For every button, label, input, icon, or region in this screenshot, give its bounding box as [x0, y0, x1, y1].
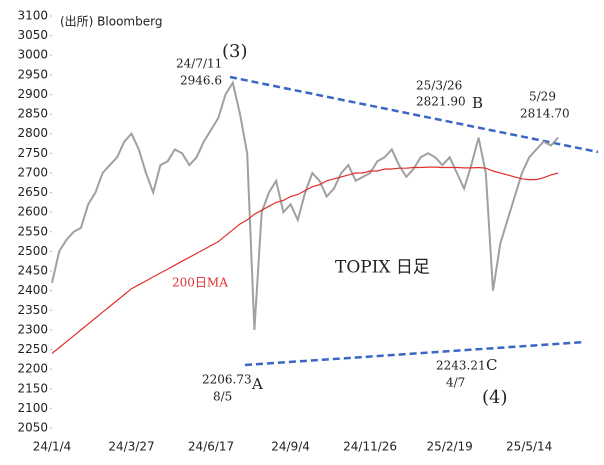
x-tick-label: 25/2/19 [427, 440, 473, 454]
x-tick-label: 24/11/26 [343, 440, 397, 454]
annotation: 25/3/26 [416, 79, 462, 93]
y-tick-label: 2500 [17, 244, 48, 258]
x-tick-label: 25/5/14 [506, 440, 552, 454]
annotation: 8/5 [213, 390, 232, 404]
y-tick-label: 2950 [17, 67, 48, 81]
y-tick-label: 2650 [17, 185, 48, 199]
annotation: 24/7/11 [176, 57, 222, 71]
annotation: 2814.70 [520, 107, 570, 121]
y-tick-label: 2300 [17, 322, 48, 336]
y-tick-label: 3050 [17, 28, 48, 42]
annotation: A [251, 375, 263, 393]
y-tick-label: 2450 [17, 264, 48, 278]
annotation: 4/7 [446, 376, 465, 390]
x-tick-label: 24/6/17 [188, 440, 234, 454]
annotation: C [486, 356, 497, 374]
y-tick-label: 2150 [17, 381, 48, 395]
y-tick-label: 3100 [17, 9, 48, 23]
annotation: 5/29 [529, 90, 556, 104]
x-tick-label: 24/9/4 [271, 440, 310, 454]
y-tick-label: 2550 [17, 224, 48, 238]
y-tick-label: 2250 [17, 342, 48, 356]
annotation: (4) [482, 387, 508, 408]
trend-line [229, 75, 599, 154]
y-tick-label: 2100 [17, 401, 48, 415]
y-tick-label: 2600 [17, 205, 48, 219]
trend-line [244, 340, 586, 367]
x-tick-label: 24/3/27 [108, 440, 154, 454]
annotation: 2243.21 [436, 359, 486, 373]
source: (出所) Bloomberg [60, 15, 162, 29]
x-tick-label: 24/1/4 [33, 440, 72, 454]
y-tick-label: 3000 [17, 48, 48, 62]
annotation: 2206.73 [202, 373, 252, 387]
price-line [51, 80, 559, 330]
annotation: (3) [222, 41, 248, 62]
ma-line [51, 166, 559, 354]
ma-label: 200日MA [172, 276, 228, 290]
y-tick-label: 2200 [17, 362, 48, 376]
y-tick-label: 2400 [17, 283, 48, 297]
y-tick-label: 2800 [17, 126, 48, 140]
y-tick-label: 2700 [17, 165, 48, 179]
y-tick-label: 2350 [17, 303, 48, 317]
annotation: 2946.6 [180, 74, 222, 88]
y-tick-label: 2900 [17, 87, 48, 101]
y-tick-label: 2850 [17, 107, 48, 121]
chart-title: TOPIX 日足 [335, 258, 430, 278]
y-tick-label: 2050 [17, 421, 48, 435]
annotation: B [472, 94, 483, 112]
annotation: 2821.90 [416, 95, 466, 109]
y-tick-label: 2750 [17, 146, 48, 160]
